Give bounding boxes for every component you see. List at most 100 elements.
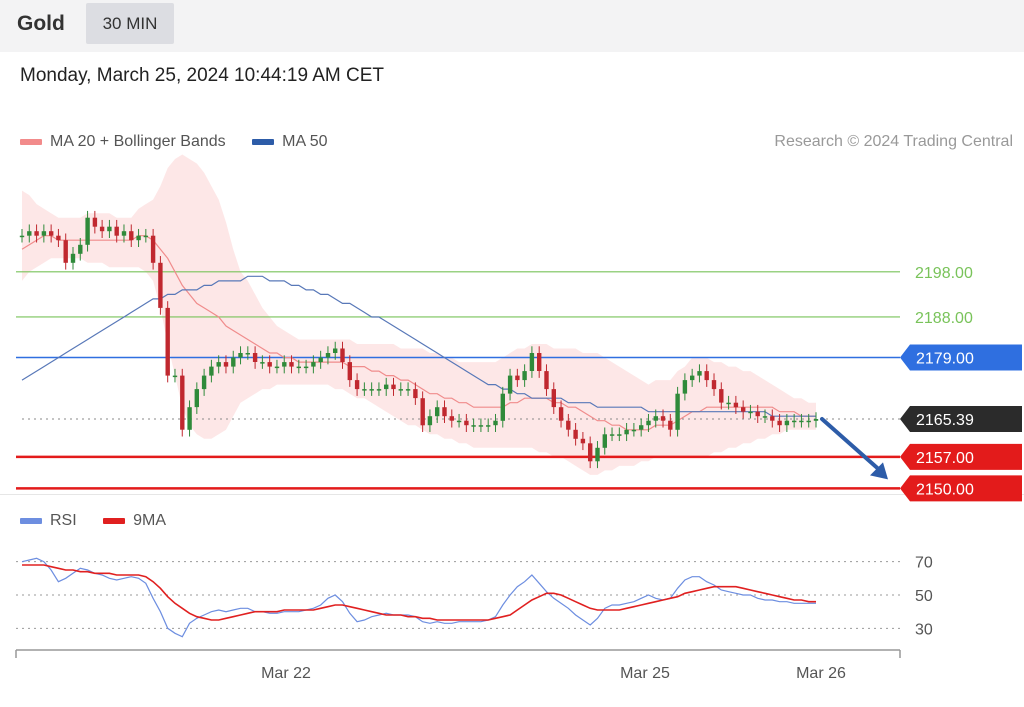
- candle-body: [41, 231, 47, 236]
- candle-body: [653, 416, 658, 421]
- candle-body: [755, 411, 760, 417]
- candle-body: [784, 420, 790, 426]
- candle-body: [362, 389, 367, 391]
- legend-9ma-swatch: [103, 517, 126, 524]
- candle-body: [216, 362, 221, 367]
- candle-body: [770, 416, 775, 421]
- candle-body: [231, 357, 236, 367]
- candle-body: [595, 447, 600, 462]
- candle-body: [624, 429, 629, 435]
- candle-body: [675, 393, 680, 430]
- candle-body: [573, 429, 578, 439]
- candle-body: [27, 231, 32, 236]
- candle-body: [748, 411, 753, 414]
- candle-body: [354, 380, 360, 390]
- candle-body: [704, 371, 709, 381]
- level-2179-00-tag: [900, 344, 1022, 371]
- rsi-series-rsi: [21, 557, 816, 638]
- candle-body: [325, 353, 331, 358]
- candle-body: [777, 420, 782, 426]
- candle-body: [617, 434, 622, 436]
- legend-ma50-swatch: [252, 138, 275, 145]
- legend-ma20-label: MA 20 + Bollinger Bands: [50, 133, 226, 150]
- level-2165-39-tag: [900, 405, 1022, 432]
- legend-ma50: MA 50: [252, 133, 327, 151]
- candle-body: [639, 425, 644, 430]
- candle-body: [588, 443, 593, 462]
- candle-body: [384, 384, 389, 390]
- level-2188-00-label: 2188.00: [915, 310, 973, 327]
- candle-body: [566, 420, 571, 430]
- x-tick-label: Mar 26: [796, 665, 846, 682]
- rsi-tick-30: 30: [915, 621, 933, 638]
- research-credit: Research © 2024 Trading Central: [774, 133, 1013, 150]
- level-2179-00-label: 2179.00: [916, 351, 974, 368]
- candle-body: [558, 407, 564, 421]
- candle-body: [726, 402, 731, 405]
- candle-body: [70, 253, 76, 263]
- candle-body: [478, 425, 484, 427]
- candle-body: [449, 416, 454, 421]
- candle-body: [668, 420, 673, 430]
- level-2157-00-tag: [900, 443, 1022, 470]
- forecast-arrow-shaft: [820, 416, 882, 473]
- candle-body: [289, 362, 294, 367]
- level-2165-39-label: 2165.39: [916, 412, 974, 429]
- candle-body: [78, 244, 83, 254]
- candle-body: [537, 353, 542, 371]
- level-2150-00-tag: [900, 475, 1022, 502]
- candle-body: [813, 419, 819, 421]
- candle-body: [158, 262, 163, 308]
- candle-body: [245, 353, 250, 355]
- candle-body: [660, 416, 666, 421]
- candle-body: [391, 384, 396, 390]
- candle-body: [282, 362, 287, 367]
- candle-body: [646, 420, 651, 426]
- level-2150-00-label: 2150.00: [916, 481, 974, 498]
- candle-body: [529, 353, 535, 371]
- candle-body: [180, 375, 185, 430]
- candle-body: [697, 371, 702, 376]
- timeframe-button[interactable]: 30 MIN: [86, 3, 174, 44]
- rsi-legend: RSI 9MA: [20, 512, 188, 530]
- candle-body: [544, 371, 549, 390]
- legend-ma50-label: MA 50: [282, 133, 328, 150]
- instrument-title: Gold: [17, 12, 65, 35]
- bollinger-band-area: [22, 154, 816, 475]
- candle-body: [711, 380, 717, 390]
- legend-rsi-swatch: [20, 517, 42, 524]
- candle-body: [456, 420, 462, 423]
- candle-body: [733, 402, 739, 408]
- candle-body: [311, 362, 316, 367]
- candle-body: [631, 429, 637, 432]
- candle-body: [318, 357, 323, 363]
- candle-body: [500, 393, 505, 421]
- candle-body: [442, 407, 447, 417]
- candle-body: [741, 407, 746, 412]
- candle-body: [609, 434, 615, 436]
- legend-9ma: 9MA: [103, 512, 166, 530]
- candle-body: [49, 231, 54, 236]
- legend-ma20: MA 20 + Bollinger Bands: [20, 133, 226, 151]
- candle-body: [150, 235, 156, 263]
- level-2157-00-label: 2157.00: [916, 450, 974, 467]
- candle-body: [398, 389, 403, 391]
- candle-body: [471, 425, 476, 427]
- rsi-series-9ma: [22, 564, 816, 621]
- candle-body: [267, 362, 272, 367]
- candle-body: [114, 226, 119, 236]
- candle-body: [806, 420, 811, 423]
- rsi-tick-50: 50: [915, 588, 933, 605]
- candle-body: [799, 420, 804, 423]
- level-2198-00-label: 2198.00: [915, 265, 973, 282]
- candle-body: [435, 407, 440, 417]
- candle-body: [63, 240, 68, 263]
- forecast-arrow-head: [870, 462, 888, 480]
- candle-body: [92, 217, 98, 227]
- candle-body: [515, 375, 520, 381]
- candle-body: [602, 434, 607, 448]
- candle-body: [580, 438, 586, 444]
- candle-body: [719, 389, 724, 403]
- candle-body: [99, 226, 105, 232]
